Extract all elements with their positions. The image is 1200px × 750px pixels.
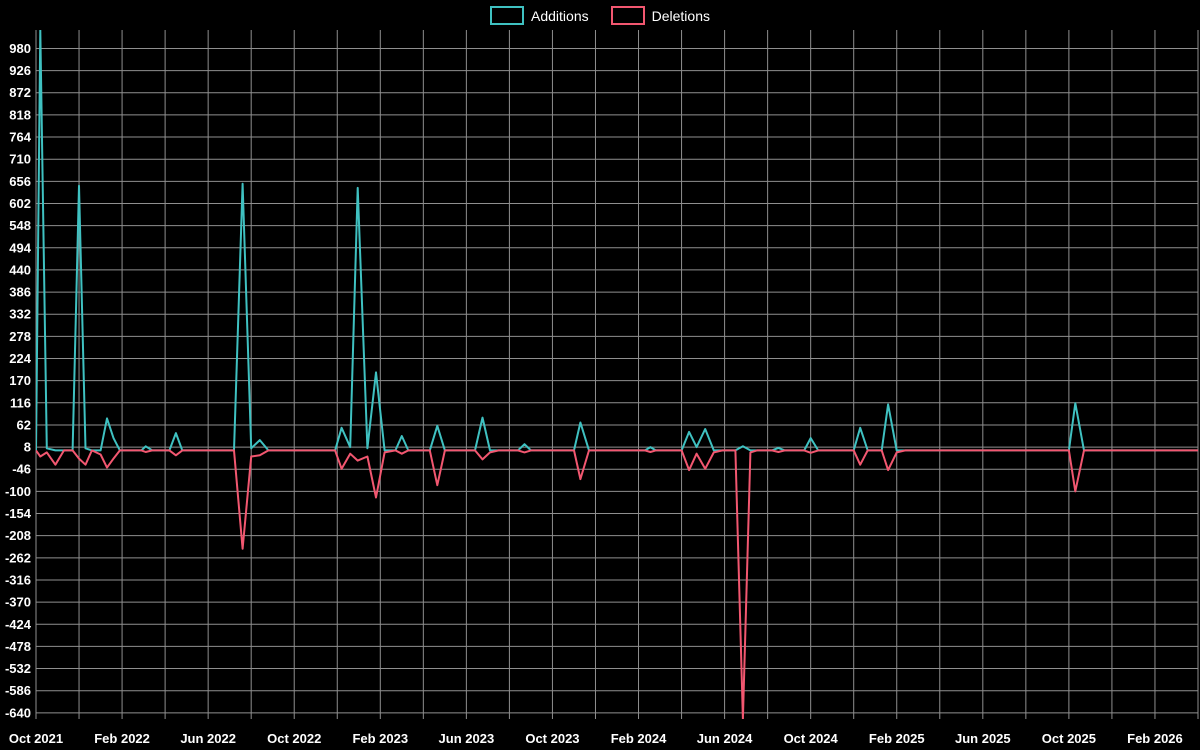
y-tick-label: -532 <box>5 661 31 676</box>
y-tick-label: 386 <box>9 285 31 300</box>
chart-legend: Additions Deletions <box>0 6 1200 25</box>
y-tick-label: 440 <box>9 262 31 277</box>
legend-item-additions[interactable]: Additions <box>490 6 589 25</box>
y-tick-label: 170 <box>9 373 31 388</box>
y-tick-label: 494 <box>9 240 31 255</box>
y-tick-label: 764 <box>9 130 31 145</box>
series-lines <box>36 30 1198 719</box>
y-tick-label: -586 <box>5 683 31 698</box>
y-tick-label: 710 <box>9 152 31 167</box>
x-tick-label: Feb 2026 <box>1127 731 1183 746</box>
x-tick-label: Feb 2022 <box>94 731 150 746</box>
x-tick-label: Jun 2022 <box>180 731 236 746</box>
y-tick-label: 872 <box>9 85 31 100</box>
y-tick-label: -640 <box>5 705 31 720</box>
y-tick-label: -424 <box>5 617 32 632</box>
x-tick-label: Feb 2024 <box>611 731 667 746</box>
y-tick-label: 224 <box>9 351 31 366</box>
x-tick-label: Oct 2024 <box>784 731 839 746</box>
y-tick-label: 332 <box>9 307 31 322</box>
x-tick-label: Feb 2023 <box>352 731 408 746</box>
y-tick-label: -316 <box>5 572 31 587</box>
y-axis-labels: 980 926 872 818 764 710 656 602 548 494 440 386 332 2… <box>5 41 32 720</box>
x-tick-label: Jun 2025 <box>955 731 1011 746</box>
deletions-swatch-icon <box>610 6 645 25</box>
gridlines <box>35 30 1199 719</box>
y-tick-label: 278 <box>9 329 31 344</box>
x-axis-labels: Oct 2021 Feb 2022 Jun 2022 Oct 2022 Feb 2023… <box>9 731 1183 746</box>
x-tick-label: Oct 2022 <box>267 731 321 746</box>
x-tick-label: Feb 2025 <box>869 731 925 746</box>
y-tick-label: 656 <box>9 174 31 189</box>
legend-label-additions: Additions <box>531 7 589 24</box>
y-tick-label: 926 <box>9 63 31 78</box>
y-tick-label: -100 <box>5 484 31 499</box>
x-tick-label: Oct 2023 <box>525 731 579 746</box>
y-tick-label: -262 <box>5 550 31 565</box>
y-tick-label: -46 <box>12 462 31 477</box>
y-tick-label: 980 <box>9 41 31 56</box>
legend-label-deletions: Deletions <box>651 7 710 24</box>
additions-swatch-icon <box>490 6 525 25</box>
y-tick-label: -154 <box>5 506 32 521</box>
deletions-line <box>36 449 1198 719</box>
x-tick-label: Oct 2025 <box>1042 731 1096 746</box>
y-tick-label: -208 <box>5 528 31 543</box>
y-tick-label: 62 <box>17 417 31 432</box>
y-tick-label: 548 <box>9 218 31 233</box>
y-tick-label: 602 <box>9 196 31 211</box>
y-tick-label: -370 <box>5 595 31 610</box>
x-tick-label: Jun 2023 <box>439 731 495 746</box>
y-tick-label: 818 <box>9 107 31 122</box>
x-tick-label: Oct 2021 <box>9 731 63 746</box>
y-tick-label: 8 <box>24 440 31 455</box>
y-tick-label: 116 <box>10 395 31 410</box>
x-tick-label: Jun 2024 <box>697 731 753 746</box>
legend-item-deletions[interactable]: Deletions <box>610 6 710 25</box>
y-tick-label: -478 <box>5 639 31 654</box>
